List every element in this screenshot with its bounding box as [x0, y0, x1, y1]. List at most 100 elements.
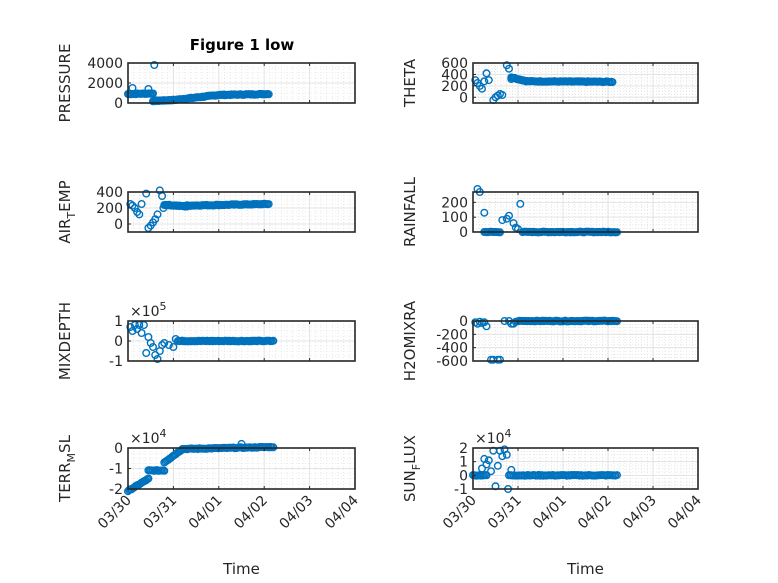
- data-point: [498, 90, 507, 99]
- data-point: [493, 461, 502, 470]
- y-tick-label: 400: [96, 185, 123, 201]
- y-axis-label: THETA: [401, 58, 419, 108]
- data-point: [130, 203, 139, 212]
- data-point: [496, 355, 505, 364]
- axes-frame: [472, 447, 699, 490]
- data-point: [613, 471, 622, 480]
- y-tick-label: 2000: [87, 76, 123, 92]
- data-point: [482, 460, 491, 469]
- subplot-h2omixra: -600-400-2000 H2OMIXRA: [401, 300, 699, 381]
- data-point: [478, 464, 487, 473]
- data-point: [160, 339, 169, 348]
- data-point: [133, 207, 142, 216]
- data-point: [505, 211, 514, 220]
- data-point: [171, 335, 180, 344]
- data-point: [137, 199, 146, 208]
- data-point: [126, 89, 135, 98]
- y-exponent-label: ×105: [130, 300, 167, 320]
- y-tick-label: -200: [436, 327, 468, 343]
- y-tick-label: 0: [459, 314, 468, 330]
- y-axis-label: PRESSURE: [56, 44, 74, 123]
- y-tick-label: 0: [114, 217, 123, 233]
- y-axis-label: SUNFLUX: [401, 435, 423, 502]
- data-point: [164, 341, 173, 350]
- y-tick-label: -2: [109, 482, 123, 498]
- y-tick-label: -400: [436, 341, 468, 357]
- axes-frame: [472, 62, 699, 104]
- data-point: [153, 210, 162, 219]
- x-axis-label: Time: [566, 560, 604, 578]
- y-tick-label: 0: [114, 334, 123, 350]
- data-point: [142, 189, 151, 198]
- y-tick-label: 200: [441, 79, 468, 95]
- data-point: [482, 69, 491, 78]
- y-tick-label: -1: [109, 354, 123, 370]
- data-point: [142, 349, 151, 358]
- data-point: [126, 323, 135, 332]
- figure-title: Figure 1 low: [190, 36, 295, 54]
- data-point: [133, 325, 142, 334]
- axes-frame: [472, 320, 699, 362]
- y-tick-label: 0: [114, 441, 123, 457]
- y-tick-label: -1: [109, 462, 123, 478]
- y-tick-label: 0: [459, 225, 468, 241]
- y-exponent-label: ×104: [130, 427, 167, 447]
- y-tick-label: 100: [441, 210, 468, 226]
- y-axis-label: MIXDEPTH: [56, 302, 74, 380]
- y-tick-label: 200: [441, 195, 468, 211]
- y-tick-label: 400: [441, 67, 468, 83]
- data-point: [160, 466, 169, 475]
- data-point: [502, 450, 511, 459]
- data-point: [148, 89, 157, 98]
- subplot-pressure: 0 2000 4000 PRESSURE: [56, 44, 356, 123]
- data-point: [608, 78, 617, 87]
- data-point: [482, 322, 491, 331]
- data-point: [507, 74, 516, 83]
- y-tick-label: 0: [459, 468, 468, 484]
- data-point: [498, 452, 507, 461]
- data-point: [128, 201, 137, 210]
- y-axis-label: RAINFALL: [401, 176, 419, 247]
- y-tick-label: -1: [454, 482, 468, 498]
- subplot-mixdepth: -1 0 1 ×105 MIXDEPTH: [56, 300, 356, 380]
- y-exponent-label: ×104: [475, 427, 512, 447]
- axes-frame: [127, 191, 356, 233]
- y-tick-label: 1: [459, 455, 468, 471]
- data-point: [146, 339, 155, 348]
- y-tick-label: 2: [459, 441, 468, 457]
- data-point: [153, 355, 162, 364]
- data-point: [509, 219, 518, 228]
- data-point: [480, 318, 489, 327]
- data-point: [482, 471, 491, 480]
- data-point: [505, 64, 514, 73]
- data-point: [480, 208, 489, 217]
- data-point: [498, 216, 507, 225]
- data-point: [148, 343, 157, 352]
- data-point: [135, 210, 144, 219]
- data-point: [516, 199, 525, 208]
- y-tick-label: -600: [436, 354, 468, 370]
- y-tick-label: 1: [114, 314, 123, 330]
- data-point: [507, 465, 516, 474]
- axes-frame: [472, 191, 699, 233]
- data-point: [169, 343, 178, 352]
- y-axis-label: TERRMSL: [56, 434, 78, 503]
- x-axis-label: Time: [222, 560, 260, 578]
- data-point: [478, 84, 487, 93]
- data-point: [150, 61, 159, 70]
- data-point: [484, 76, 493, 85]
- data-point: [151, 351, 160, 360]
- data-point: [484, 456, 493, 465]
- data-point: [269, 336, 278, 345]
- data-point: [480, 77, 489, 86]
- y-tick-label: 4000: [87, 56, 123, 72]
- data-point: [487, 467, 496, 476]
- y-tick-label: 200: [96, 201, 123, 217]
- y-tick-label: 0: [459, 90, 468, 106]
- data-point: [137, 329, 146, 338]
- data-point: [493, 91, 502, 100]
